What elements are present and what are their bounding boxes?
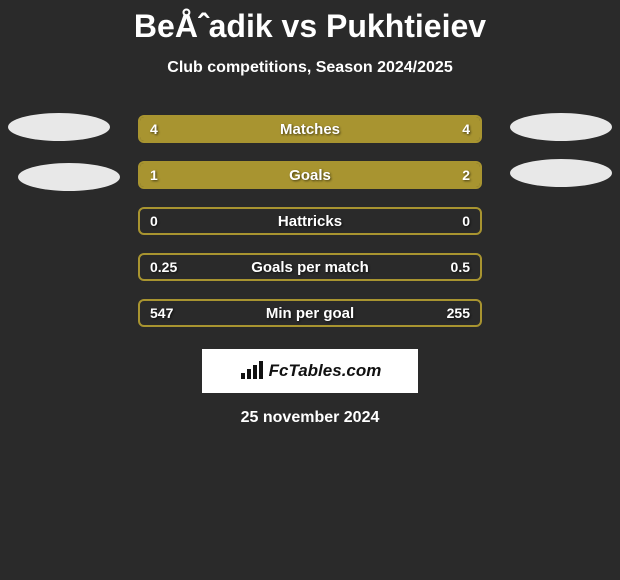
player-left-ellipse — [8, 113, 110, 141]
stat-value-right: 0.5 — [451, 255, 470, 279]
player-left-ellipse — [18, 163, 120, 191]
stat-bar: 4 Matches 4 — [138, 115, 482, 143]
stat-row-gpm: 0.25 Goals per match 0.5 — [0, 253, 620, 281]
stat-label: Hattricks — [140, 209, 480, 233]
stat-bar: 0.25 Goals per match 0.5 — [138, 253, 482, 281]
stat-label: Matches — [140, 117, 480, 141]
stat-row-goals: 1 Goals 2 — [0, 161, 620, 189]
stat-value-right: 0 — [462, 209, 470, 233]
stat-value-right: 255 — [447, 301, 470, 325]
player-right-ellipse — [510, 113, 612, 141]
comparison-widget: BeÅˆadik vs Pukhtieiev Club competitions… — [0, 0, 620, 427]
stat-value-right: 2 — [462, 163, 470, 187]
stat-label: Min per goal — [140, 301, 480, 325]
stat-value-right: 4 — [462, 117, 470, 141]
stat-bar: 0 Hattricks 0 — [138, 207, 482, 235]
stat-row-hattricks: 0 Hattricks 0 — [0, 207, 620, 235]
stat-row-matches: 4 Matches 4 — [0, 115, 620, 143]
stat-label: Goals per match — [140, 255, 480, 279]
page-subtitle: Club competitions, Season 2024/2025 — [167, 59, 452, 77]
brand-box[interactable]: FcTables.com — [202, 349, 418, 393]
stat-label: Goals — [140, 163, 480, 187]
stat-bar: 547 Min per goal 255 — [138, 299, 482, 327]
date-text: 25 november 2024 — [241, 409, 380, 427]
chart-bars-icon — [239, 361, 265, 381]
player-right-ellipse — [510, 159, 612, 187]
stat-row-mpg: 547 Min per goal 255 — [0, 299, 620, 327]
brand-inner: FcTables.com — [239, 361, 382, 381]
page-title: BeÅˆadik vs Pukhtieiev — [134, 8, 486, 45]
stats-area: 4 Matches 4 1 Goals 2 0 Hat — [0, 115, 620, 327]
stat-bar: 1 Goals 2 — [138, 161, 482, 189]
brand-text: FcTables.com — [269, 361, 382, 381]
